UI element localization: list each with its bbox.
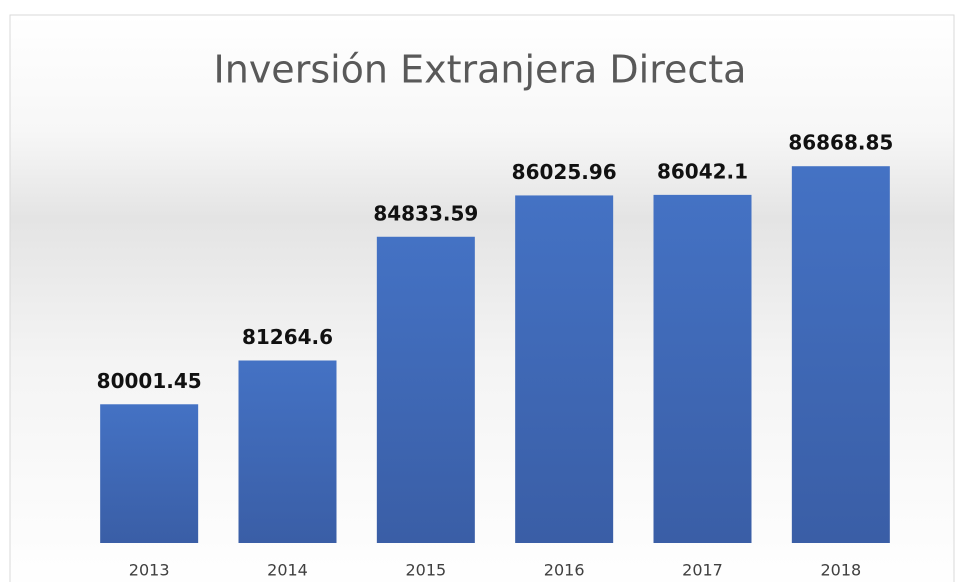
value-label: 86868.85 bbox=[788, 131, 893, 155]
bar bbox=[515, 195, 614, 543]
chart-title: Inversión Extranjera Directa bbox=[214, 48, 747, 92]
bar bbox=[238, 360, 337, 543]
value-label: 86042.1 bbox=[657, 159, 748, 183]
x-tick-label: 2016 bbox=[544, 561, 585, 580]
value-label: 84833.59 bbox=[373, 201, 478, 225]
value-label: 80001.45 bbox=[97, 369, 202, 393]
x-tick-label: 2017 bbox=[682, 561, 723, 580]
x-tick-label: 2014 bbox=[267, 561, 308, 580]
bar bbox=[791, 166, 890, 543]
bar bbox=[653, 194, 752, 543]
value-label: 86025.96 bbox=[512, 160, 617, 184]
value-label: 81264.6 bbox=[242, 325, 333, 349]
x-tick-label: 2015 bbox=[405, 561, 446, 580]
bar bbox=[376, 236, 475, 544]
bar bbox=[100, 404, 199, 543]
x-tick-label: 2018 bbox=[820, 561, 861, 580]
x-tick-label: 2013 bbox=[129, 561, 170, 580]
